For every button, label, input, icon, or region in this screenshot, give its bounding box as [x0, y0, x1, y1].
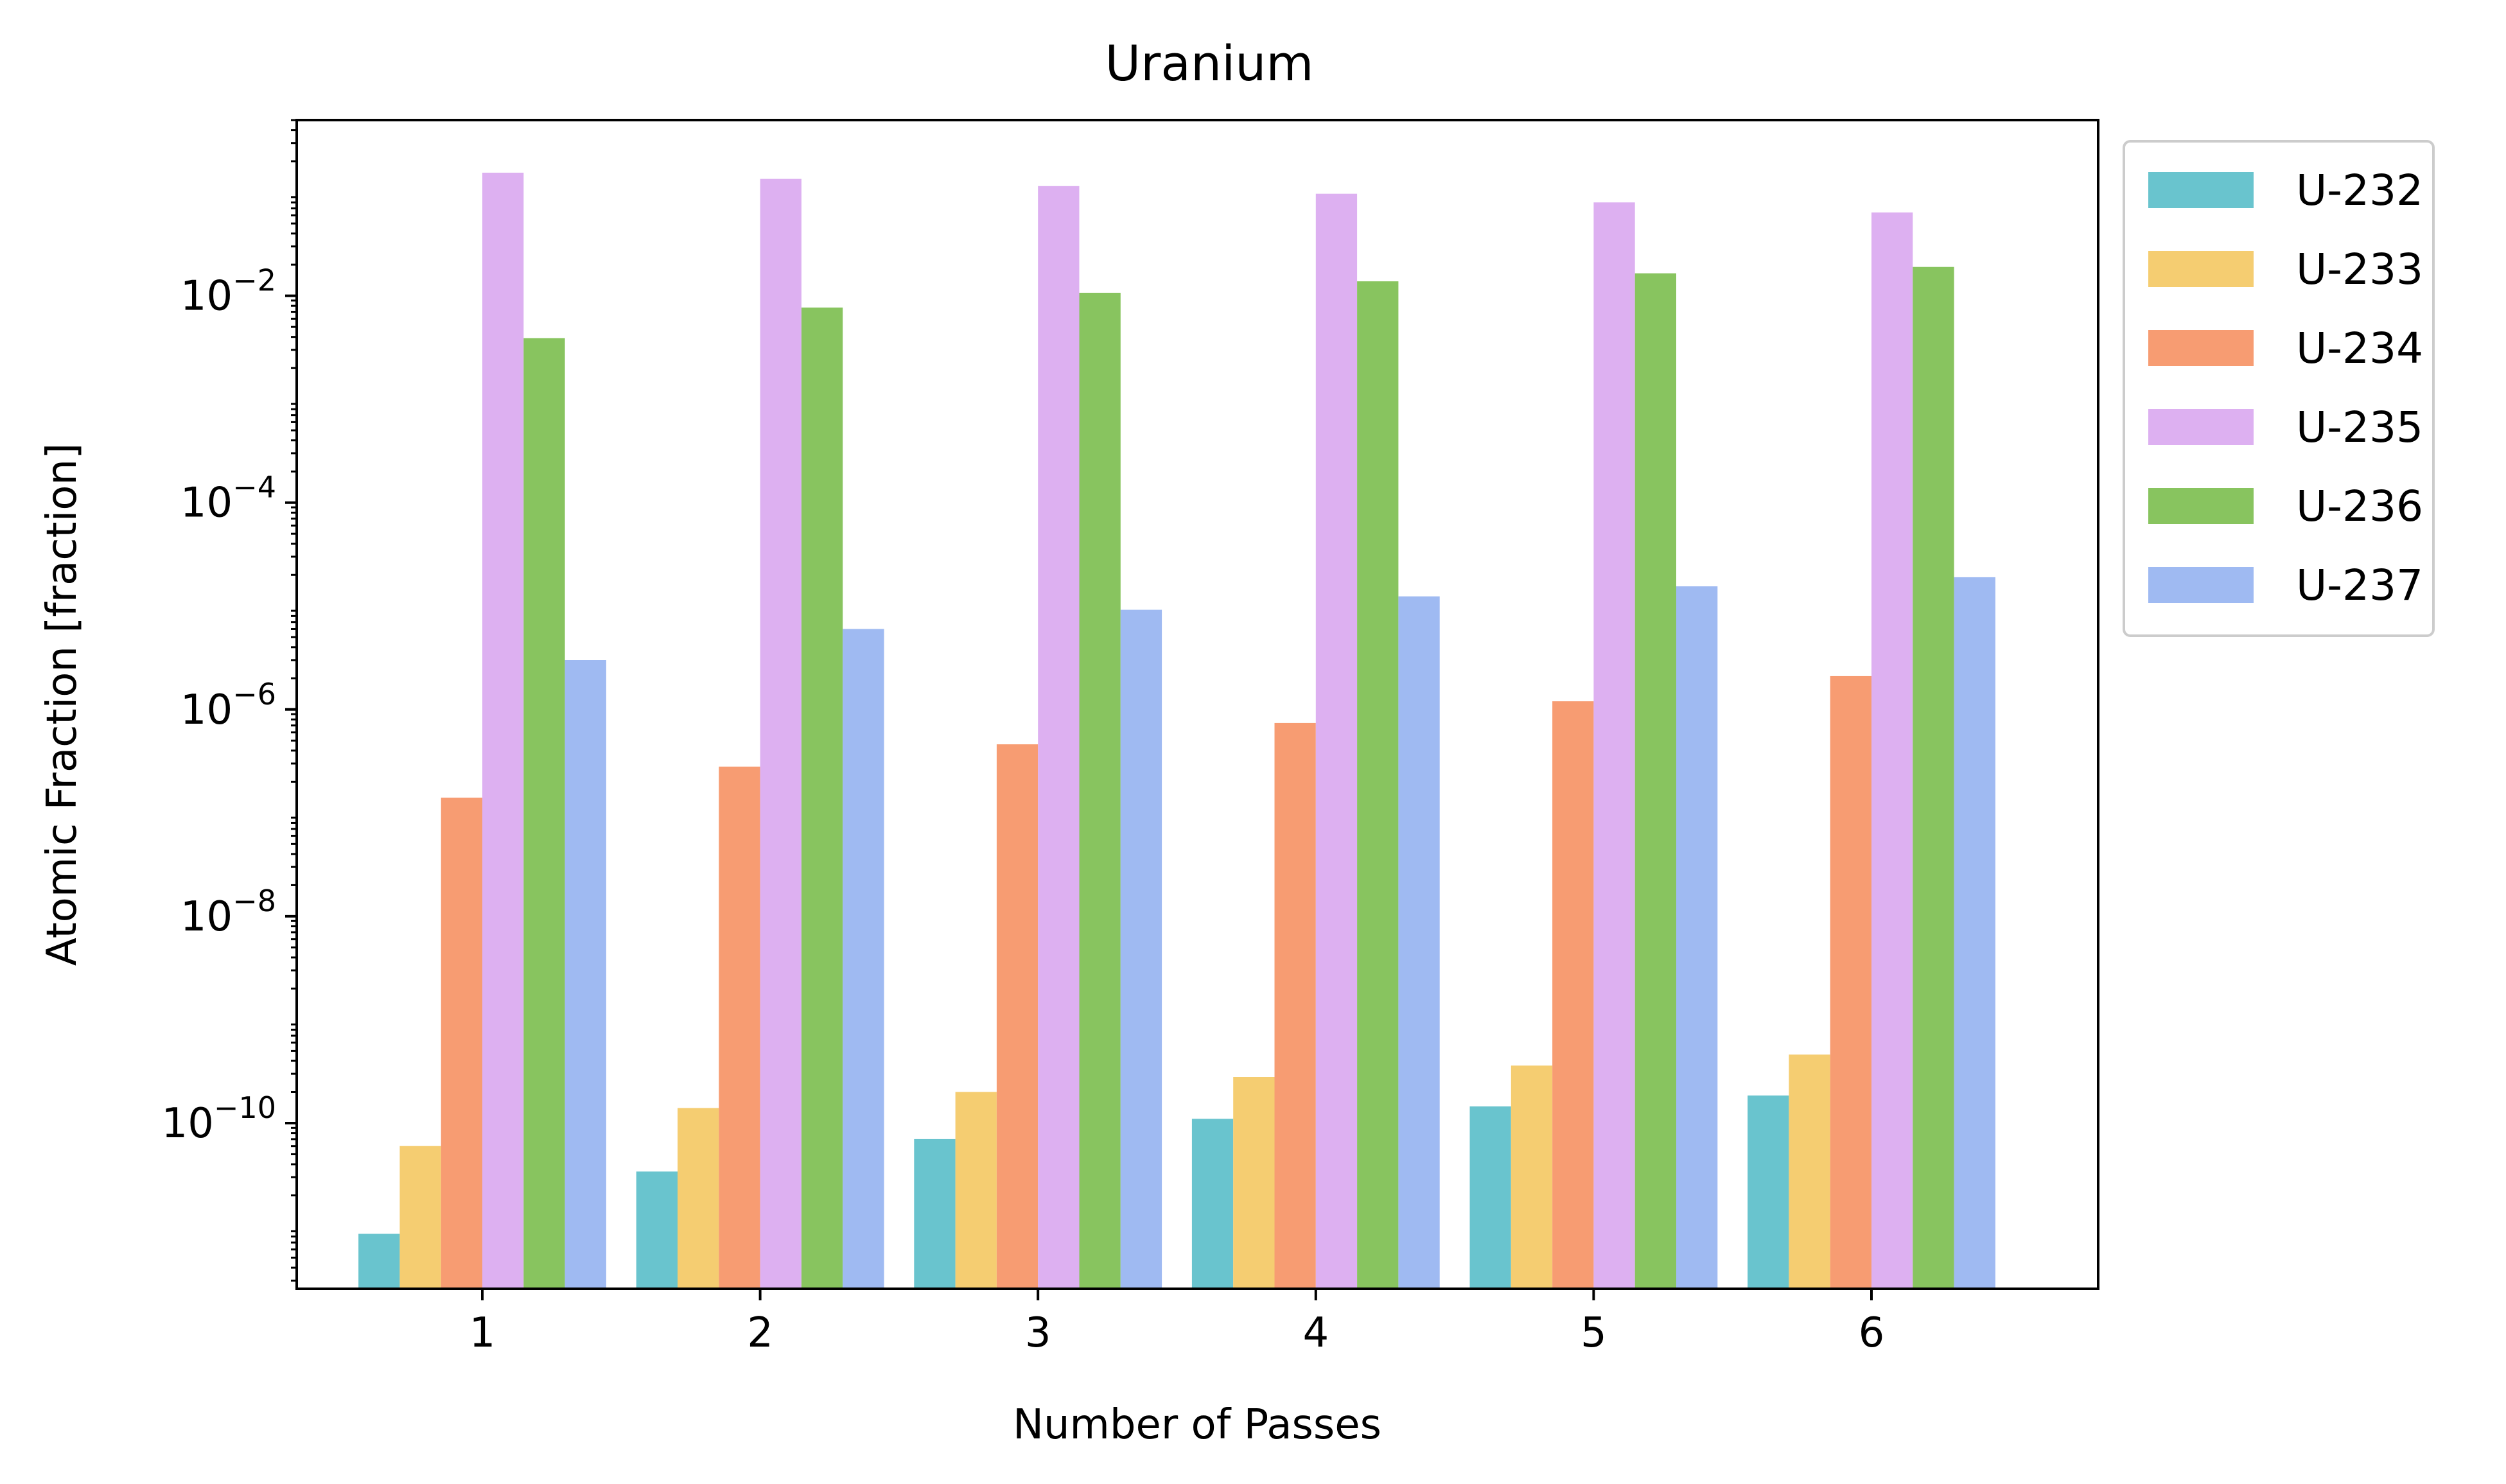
y-axis: 10−10 10−8 10−6 10−4 10−2	[161, 119, 297, 1282]
bar-u-236-pass-3	[1079, 292, 1121, 1289]
bar-u-236-pass-6	[1913, 266, 1954, 1289]
chart-title: Uranium	[1105, 35, 1314, 92]
bar-u-237-pass-2	[843, 629, 884, 1289]
bar-u-235-pass-4	[1315, 193, 1358, 1289]
legend-swatch-u-237	[2148, 567, 2254, 603]
bar-u-234-pass-4	[1274, 722, 1316, 1289]
bar-u-234-pass-6	[1830, 676, 1871, 1289]
y-tick-label: 10−8	[180, 884, 276, 941]
x-tick-label: 4	[1302, 1309, 1329, 1357]
x-tick-label: 2	[747, 1309, 773, 1357]
y-tick-label: 10−4	[180, 470, 276, 527]
legend-label-u-235: U-235	[2296, 403, 2423, 452]
bar-u-232-pass-1	[358, 1234, 400, 1289]
y-tick-label: 10−6	[180, 677, 276, 734]
x-tick-label: 6	[1859, 1309, 1885, 1357]
bar-u-232-pass-2	[636, 1171, 678, 1289]
bar-u-234-pass-1	[441, 798, 482, 1289]
bar-u-235-pass-5	[1593, 202, 1635, 1289]
bar-u-237-pass-5	[1676, 586, 1718, 1289]
x-axis-label: Number of Passes	[1013, 1401, 1381, 1449]
x-axis: 1 2 3 4 5 6	[469, 1289, 1885, 1357]
bar-u-233-pass-1	[399, 1146, 441, 1289]
legend-swatch-u-233	[2148, 251, 2254, 287]
legend-label-u-234: U-234	[2296, 324, 2423, 373]
x-tick-label: 1	[469, 1309, 496, 1357]
legend-label-u-236: U-236	[2296, 482, 2423, 531]
bar-u-232-pass-5	[1469, 1106, 1511, 1289]
bar-u-233-pass-2	[678, 1108, 719, 1289]
x-tick-label: 5	[1581, 1309, 1607, 1357]
bar-u-234-pass-3	[996, 744, 1038, 1289]
legend-swatch-u-235	[2148, 409, 2254, 445]
legend-label-u-233: U-233	[2296, 245, 2423, 294]
bar-u-234-pass-2	[719, 766, 760, 1289]
bar-u-234-pass-5	[1552, 701, 1594, 1289]
legend: U-232 U-233 U-234 U-235 U-236 U-237	[2123, 140, 2435, 637]
bar-u-237-pass-3	[1120, 609, 1162, 1289]
bar-u-235-pass-6	[1871, 212, 1913, 1289]
bar-u-233-pass-4	[1233, 1077, 1275, 1289]
bar-u-236-pass-4	[1357, 281, 1399, 1289]
bars-group	[358, 172, 1995, 1289]
legend-swatch-u-232	[2148, 172, 2254, 208]
legend-swatch-u-236	[2148, 488, 2254, 524]
bar-u-237-pass-6	[1954, 577, 1995, 1289]
bar-u-235-pass-1	[482, 172, 524, 1289]
bar-u-237-pass-1	[565, 660, 606, 1289]
y-tick-label: 10−10	[161, 1090, 276, 1148]
bar-u-236-pass-1	[523, 338, 565, 1289]
plot-area	[295, 119, 2099, 1290]
bar-u-233-pass-5	[1511, 1065, 1553, 1289]
legend-label-u-237: U-237	[2296, 561, 2423, 610]
bar-u-233-pass-3	[955, 1092, 997, 1289]
bar-u-236-pass-2	[801, 307, 843, 1289]
bar-u-232-pass-3	[914, 1139, 956, 1289]
bar-u-236-pass-5	[1634, 273, 1676, 1289]
bar-u-233-pass-6	[1789, 1054, 1830, 1289]
y-tick-label: 10−2	[180, 263, 276, 320]
bar-u-235-pass-2	[760, 179, 802, 1289]
legend-label-u-232: U-232	[2296, 166, 2423, 215]
bar-u-235-pass-3	[1038, 186, 1080, 1289]
x-tick-label: 3	[1025, 1309, 1051, 1357]
legend-swatch-u-234	[2148, 330, 2254, 366]
bar-u-232-pass-6	[1748, 1096, 1789, 1289]
y-axis-label: Atomic Fraction [fraction]	[39, 443, 86, 966]
bar-u-237-pass-4	[1398, 596, 1440, 1289]
bar-u-232-pass-4	[1191, 1119, 1234, 1289]
